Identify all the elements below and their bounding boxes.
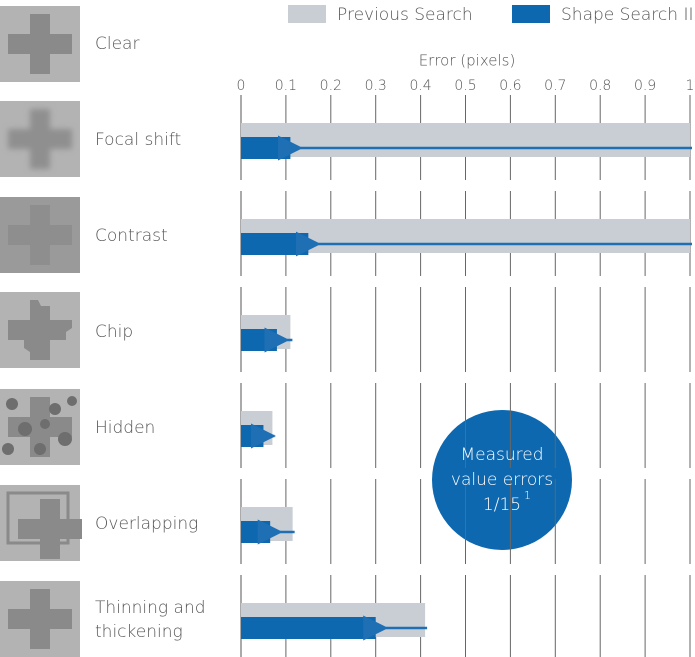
- x-tick-label: 0.3: [365, 78, 387, 94]
- category-label: Thinning and thickening: [95, 596, 235, 644]
- axis-title: Error (pixels): [419, 52, 516, 70]
- bar: [241, 137, 290, 159]
- x-tick-label: 1: [686, 78, 695, 94]
- legend-label: Shape Search III: [561, 5, 695, 25]
- thumb-thinning: [0, 581, 80, 657]
- annotation-superscript: 1: [524, 489, 531, 502]
- thumb-hidden: [0, 389, 80, 465]
- annotation-text: Measured: [460, 445, 543, 465]
- bar: [241, 329, 277, 351]
- category-label: Overlapping: [95, 512, 235, 536]
- bar: [241, 521, 270, 543]
- x-tick-label: 0: [237, 78, 246, 94]
- bar: [241, 425, 263, 447]
- x-tick-label: 0.8: [589, 78, 611, 94]
- x-tick-label: 0.7: [544, 78, 566, 94]
- category-label: Chip: [95, 320, 235, 344]
- annotation-text: value errors: [451, 470, 553, 490]
- x-tick-label: 0.5: [454, 78, 476, 94]
- bar: [241, 233, 308, 255]
- category-label: Clear: [95, 32, 235, 56]
- x-tick-label: 0.6: [499, 78, 521, 94]
- annotation-text: 1/15: [483, 495, 521, 515]
- thumb-focal: [0, 101, 80, 177]
- bar: [241, 123, 690, 157]
- category-label: Contrast: [95, 224, 235, 248]
- thumb-overlapping: [0, 485, 82, 561]
- thumb-clear: [0, 6, 80, 82]
- thumb-chip: [0, 292, 80, 368]
- legend-label: Previous Search: [337, 5, 473, 25]
- x-tick-label: 0.1: [275, 78, 297, 94]
- thumbnails: [0, 6, 82, 657]
- chart-page: Previous Search Shape Search III Error (…: [0, 0, 695, 657]
- category-label: Focal shift: [95, 128, 235, 152]
- legend-swatch: [512, 5, 550, 23]
- thumb-contrast: [0, 197, 80, 273]
- legend-swatch: [288, 5, 326, 23]
- x-tick-label: 0.9: [634, 78, 656, 94]
- x-tick-label: 0.4: [409, 78, 431, 94]
- bar: [241, 617, 376, 639]
- category-label: Hidden: [95, 416, 235, 440]
- x-tick-label: 0.2: [320, 78, 342, 94]
